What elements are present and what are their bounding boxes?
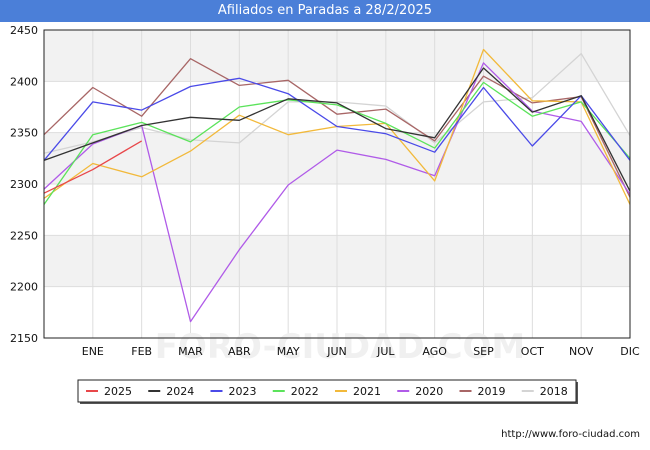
legend-label-2023: 2023: [229, 385, 257, 398]
series-line-2023: [43, 77, 631, 161]
series-lines: [43, 48, 631, 323]
series-line-2025: [43, 140, 143, 194]
series-line-2024: [43, 67, 631, 192]
legend-label-2019: 2019: [478, 385, 506, 398]
legend-box: [77, 379, 577, 403]
x-tick-label: JUN: [326, 345, 347, 358]
watermark: FORO-CIUDAD.COM: [155, 327, 526, 367]
plot-frame: [43, 29, 631, 339]
legend-label-2024: 2024: [166, 385, 194, 398]
legend-label-2018: 2018: [540, 385, 568, 398]
x-tick-label: MAR: [178, 345, 203, 358]
series-line-2022: [43, 81, 631, 205]
y-tick-label: 2150: [10, 332, 38, 345]
x-tick-label: JUL: [376, 345, 395, 358]
chart-title: Afiliados en Paradas a 28/2/2025: [0, 0, 650, 22]
legend: 2025 2024 2023 2022 2021 2020 2019 2018: [77, 379, 578, 404]
x-tick-label: NOV: [569, 345, 594, 358]
y-tick-label: 2450: [10, 24, 38, 37]
x-tick-label: AGO: [422, 345, 447, 358]
legend-label-2022: 2022: [291, 385, 319, 398]
x-tick-label: OCT: [521, 345, 544, 358]
series-line-2019: [43, 58, 631, 198]
x-tick-label: MAY: [277, 345, 300, 358]
y-tick-label: 2400: [10, 75, 38, 88]
x-tick-label: ENE: [82, 345, 104, 358]
y-tick-label: 2300: [10, 178, 38, 191]
y-tick-label: 2200: [10, 281, 38, 294]
x-tick-label: ABR: [228, 345, 251, 358]
legend-label-2020: 2020: [415, 385, 443, 398]
y-tick-label: 2350: [10, 127, 38, 140]
y-tick-label: 2250: [10, 229, 38, 242]
source-url: http://www.foro-ciudad.com: [501, 429, 640, 440]
x-axis-ticks: ENE FEB MAR ABR MAY JUN JUL AGO SEP OCT NOV DIC: [82, 345, 640, 358]
x-tick-label: FEB: [131, 345, 152, 358]
x-tick-label: DIC: [620, 345, 640, 358]
legend-label-2025: 2025: [104, 385, 132, 398]
x-tick-label: SEP: [473, 345, 494, 358]
legend-label-2021: 2021: [353, 385, 381, 398]
y-axis-ticks: 2150 2200 2250 2300 2350 2400 2450: [10, 24, 38, 345]
